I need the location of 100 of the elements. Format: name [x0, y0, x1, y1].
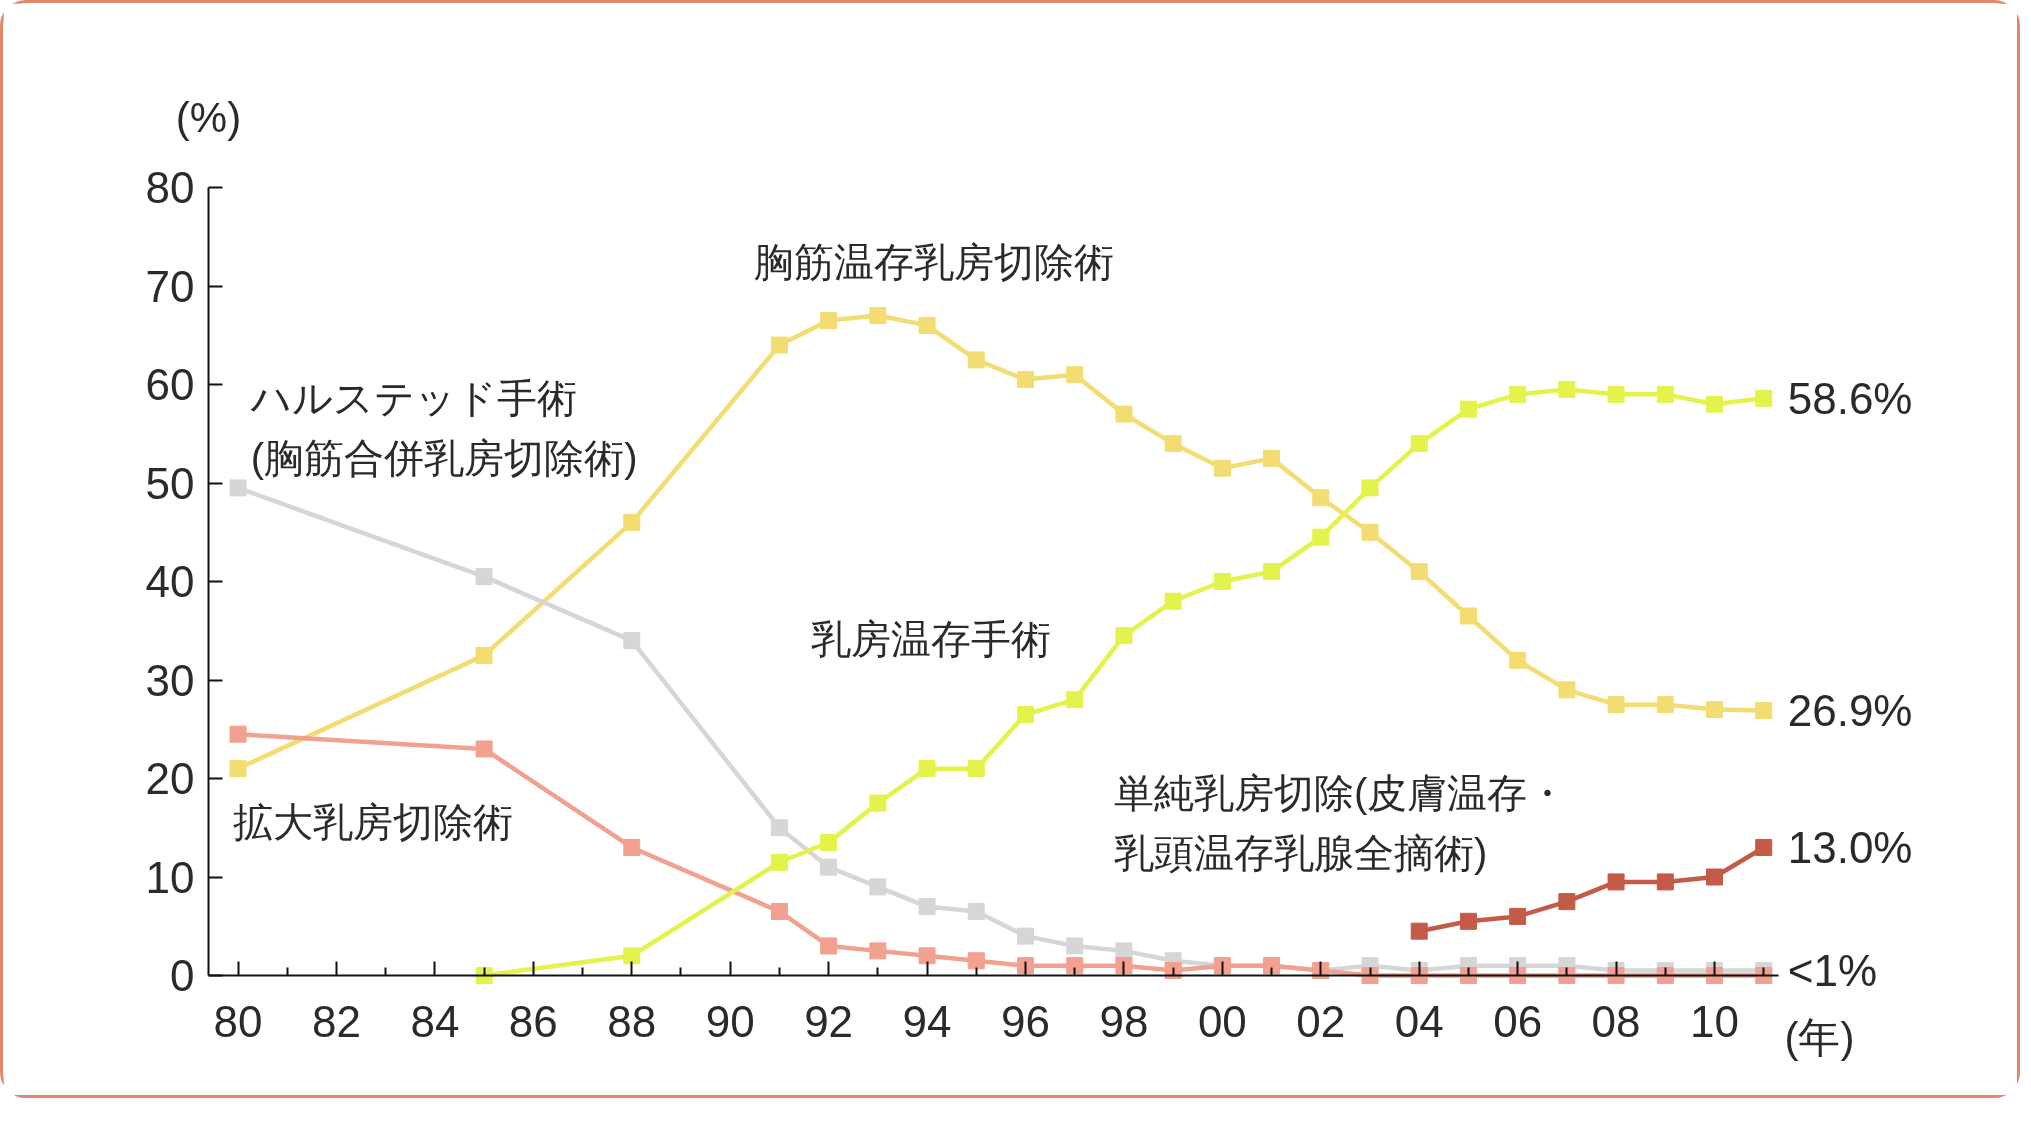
- x-tick-label: 92: [804, 996, 854, 1046]
- point: [1263, 563, 1281, 581]
- point: [1066, 937, 1084, 955]
- point: [1115, 627, 1133, 645]
- x-tick-label: 80: [213, 996, 263, 1046]
- point: [1558, 893, 1576, 911]
- point: [1016, 927, 1034, 945]
- data-label: 58.6%: [1787, 373, 1913, 423]
- x-tick-label: 88: [607, 996, 657, 1046]
- point: [869, 794, 887, 812]
- point: [967, 351, 985, 369]
- point: [475, 646, 493, 664]
- series-label: 拡大乳房切除術: [233, 799, 514, 844]
- point: [1164, 435, 1182, 453]
- point: [820, 834, 838, 852]
- point: [1755, 702, 1773, 720]
- series-label: 胸筋温存乳房切除術: [754, 240, 1115, 285]
- x-tick-label: 00: [1197, 996, 1247, 1046]
- x-tick-label: 98: [1099, 996, 1149, 1046]
- x-axis-title: (年): [1784, 1014, 1855, 1061]
- point: [1312, 528, 1330, 546]
- series-label: 単純乳房切除(皮膚温存・乳頭温存乳腺全摘術): [1114, 771, 1568, 876]
- point: [1558, 681, 1576, 699]
- point: [475, 568, 493, 586]
- point: [1706, 395, 1724, 413]
- point: [229, 479, 247, 497]
- point: [1410, 922, 1428, 940]
- x-tick-label: 82: [311, 996, 361, 1046]
- series-label: 乳房温存手術: [810, 616, 1051, 661]
- point: [967, 902, 985, 920]
- point: [1509, 385, 1527, 403]
- series-label: ハルステッド手術(胸筋合併乳房切除術): [249, 376, 638, 481]
- data-label: 26.9%: [1787, 686, 1913, 736]
- y-tick-label: 60: [145, 360, 195, 409]
- point: [820, 937, 838, 955]
- point: [820, 311, 838, 329]
- point: [229, 760, 247, 778]
- x-tick-label: 86: [508, 996, 558, 1046]
- x-tick-label: 08: [1591, 996, 1641, 1046]
- point: [918, 316, 936, 334]
- y-tick-label: 80: [145, 163, 195, 212]
- point: [770, 336, 788, 354]
- point: [1706, 868, 1724, 886]
- x-tick-label: 10: [1690, 996, 1739, 1046]
- point: [1459, 400, 1477, 418]
- point: [1558, 380, 1576, 398]
- point: [1016, 371, 1034, 389]
- point: [623, 838, 641, 856]
- point: [1312, 489, 1330, 507]
- point: [1509, 907, 1527, 925]
- point: [770, 819, 788, 837]
- point: [1755, 838, 1773, 856]
- point: [475, 740, 493, 758]
- y-tick-label: 30: [145, 655, 195, 705]
- point: [1509, 651, 1527, 669]
- y-tick-label: 50: [145, 458, 195, 508]
- point: [1459, 607, 1477, 625]
- point: [1115, 405, 1133, 423]
- point: [1607, 873, 1625, 891]
- point: [1164, 592, 1182, 610]
- x-tick-label: 96: [1001, 996, 1050, 1046]
- x-tick-label: 90: [705, 996, 755, 1046]
- point: [1115, 957, 1133, 975]
- point: [1410, 435, 1428, 453]
- x-tick-label: 06: [1493, 996, 1543, 1046]
- point: [1607, 696, 1625, 714]
- point: [1361, 479, 1379, 497]
- point: [770, 902, 788, 920]
- point: [1066, 366, 1084, 384]
- point: [623, 632, 641, 650]
- x-tick-label: 94: [902, 996, 952, 1046]
- point: [1213, 573, 1231, 590]
- y-tick-label: 0: [170, 951, 195, 1000]
- x-tick-label: 04: [1394, 996, 1444, 1046]
- y-tick-label: 40: [145, 557, 195, 606]
- point: [1706, 701, 1724, 719]
- point: [1361, 523, 1379, 541]
- data-label: 13.0%: [1787, 822, 1913, 872]
- point: [1016, 957, 1034, 975]
- point: [1263, 449, 1281, 467]
- point: [1656, 873, 1674, 891]
- y-tick-label: 20: [145, 754, 195, 803]
- x-tick-label: 02: [1296, 996, 1346, 1046]
- point: [967, 952, 985, 970]
- point: [1066, 691, 1084, 709]
- point: [1016, 705, 1034, 723]
- point: [820, 858, 838, 876]
- point: [229, 725, 247, 743]
- y-tick-label: 10: [145, 852, 195, 902]
- point: [1607, 385, 1625, 403]
- point: [967, 760, 985, 778]
- point: [1066, 957, 1084, 975]
- point: [1656, 696, 1674, 714]
- point: [1755, 389, 1773, 407]
- point: [1213, 459, 1231, 477]
- y-axis-title: (%): [175, 94, 242, 141]
- point: [918, 898, 936, 916]
- point: [623, 947, 641, 965]
- point: [770, 853, 788, 871]
- point: [869, 307, 887, 325]
